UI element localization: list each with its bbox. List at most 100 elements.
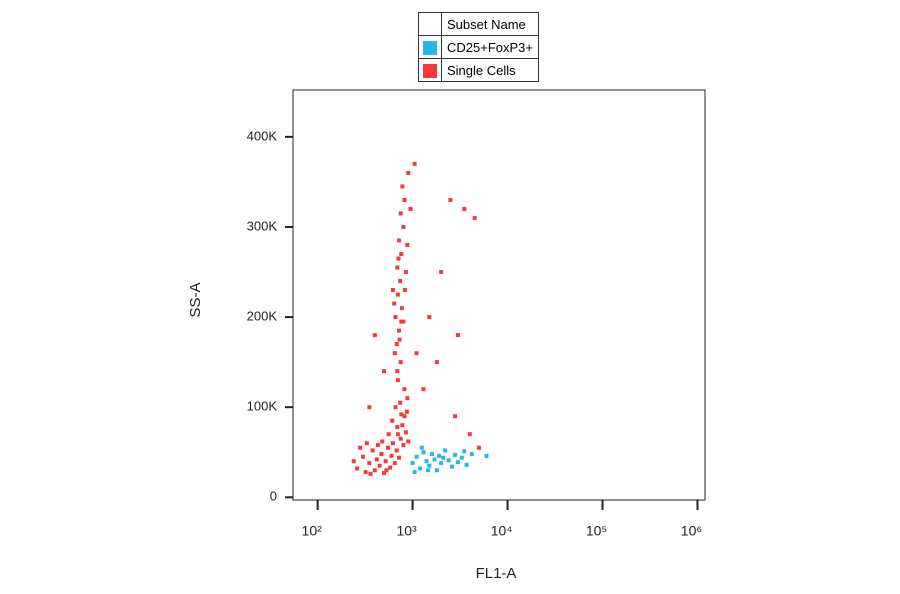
data-point bbox=[360, 454, 365, 459]
data-point bbox=[397, 455, 402, 460]
data-point bbox=[402, 197, 407, 202]
legend-header-blank bbox=[418, 12, 442, 36]
data-point bbox=[450, 464, 455, 469]
data-point bbox=[402, 414, 407, 419]
data-point bbox=[398, 360, 403, 365]
y-tick-label: 200K bbox=[247, 309, 278, 324]
data-point bbox=[402, 387, 407, 392]
data-point bbox=[398, 400, 403, 405]
data-point bbox=[397, 337, 402, 342]
legend-swatch-cell bbox=[418, 58, 442, 82]
data-point bbox=[390, 418, 395, 423]
data-point bbox=[358, 445, 363, 450]
data-point bbox=[429, 452, 434, 457]
data-point bbox=[403, 430, 408, 435]
data-point bbox=[414, 454, 419, 459]
data-point bbox=[384, 468, 389, 473]
data-point bbox=[395, 432, 400, 437]
data-point bbox=[398, 211, 403, 216]
data-point bbox=[410, 461, 415, 466]
data-point bbox=[455, 460, 460, 465]
data-point bbox=[392, 461, 397, 466]
y-tick-label: 300K bbox=[247, 218, 278, 233]
x-tick-label: 10⁶ bbox=[681, 523, 702, 539]
data-point bbox=[399, 306, 404, 311]
data-point bbox=[401, 224, 406, 229]
data-point bbox=[418, 466, 423, 471]
data-point bbox=[395, 369, 400, 374]
data-point bbox=[367, 405, 372, 410]
data-point bbox=[405, 242, 410, 247]
x-axis-label: FL1-A bbox=[476, 565, 517, 582]
data-point bbox=[401, 319, 406, 324]
data-point bbox=[455, 333, 460, 338]
x-tick-label: 10² bbox=[302, 523, 323, 539]
data-point bbox=[382, 369, 387, 374]
data-point bbox=[393, 405, 398, 410]
data-point bbox=[400, 184, 405, 189]
plot-frame bbox=[292, 89, 706, 501]
data-point bbox=[392, 301, 397, 306]
data-point bbox=[476, 445, 481, 450]
data-point bbox=[367, 461, 372, 466]
data-point bbox=[372, 468, 377, 473]
data-point bbox=[400, 423, 405, 428]
data-point bbox=[355, 466, 360, 471]
data-point bbox=[434, 468, 439, 473]
legend-swatch bbox=[423, 63, 437, 78]
data-point bbox=[397, 238, 402, 243]
x-tick-label: 10³ bbox=[396, 523, 417, 539]
data-point bbox=[441, 455, 446, 460]
data-point bbox=[395, 425, 400, 430]
data-point bbox=[372, 333, 377, 338]
data-point bbox=[390, 441, 395, 446]
data-point bbox=[427, 315, 432, 320]
data-point bbox=[368, 471, 373, 476]
data-point bbox=[364, 441, 369, 446]
data-point bbox=[386, 432, 391, 437]
data-point bbox=[406, 439, 411, 444]
data-point bbox=[404, 409, 409, 414]
data-point bbox=[467, 432, 472, 437]
data-point bbox=[439, 270, 444, 275]
data-point bbox=[399, 319, 404, 324]
data-point bbox=[398, 436, 403, 441]
data-point bbox=[363, 470, 368, 475]
data-point bbox=[396, 256, 401, 261]
data-point bbox=[397, 328, 402, 333]
data-point bbox=[408, 206, 413, 211]
data-point bbox=[399, 412, 404, 417]
data-point bbox=[395, 265, 400, 270]
data-point bbox=[406, 170, 411, 175]
data-point bbox=[390, 288, 395, 293]
data-point bbox=[374, 457, 379, 462]
legend-label: Single Cells bbox=[441, 58, 539, 82]
data-point bbox=[414, 351, 419, 356]
legend-title: Subset Name bbox=[441, 12, 539, 36]
data-point bbox=[395, 378, 400, 383]
legend-swatch-cell bbox=[418, 35, 442, 59]
data-point bbox=[351, 459, 356, 464]
y-tick-label: 400K bbox=[247, 128, 278, 143]
x-tick-label: 10⁴ bbox=[491, 523, 513, 539]
x-tick-label: 10⁵ bbox=[586, 523, 607, 539]
data-point bbox=[393, 315, 398, 320]
data-point bbox=[464, 462, 469, 467]
data-point bbox=[383, 459, 388, 464]
data-point bbox=[437, 453, 442, 458]
data-point bbox=[405, 396, 410, 401]
data-point bbox=[439, 461, 444, 466]
data-point bbox=[421, 450, 426, 455]
data-point bbox=[398, 279, 403, 284]
data-point bbox=[425, 468, 430, 473]
legend-label: CD25+FoxP3+ bbox=[441, 35, 539, 59]
data-point bbox=[412, 470, 417, 475]
legend-swatch bbox=[423, 40, 437, 55]
data-point bbox=[462, 449, 467, 454]
data-point bbox=[453, 452, 458, 457]
data-point bbox=[432, 457, 437, 462]
data-point bbox=[472, 215, 477, 220]
y-axis-label: SS-A bbox=[187, 282, 204, 317]
data-point bbox=[379, 452, 384, 457]
